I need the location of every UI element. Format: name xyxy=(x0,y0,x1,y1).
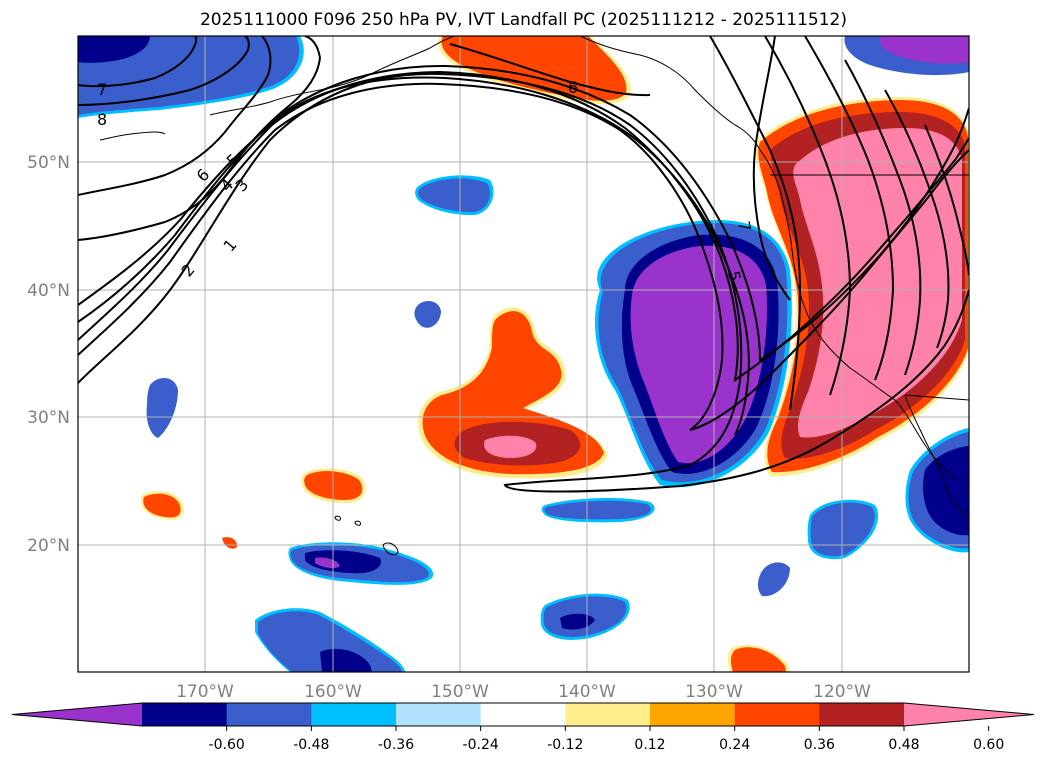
longitude-ticks: 170°W 160°W 150°W 140°W 130°W 120°W xyxy=(176,682,871,702)
colorbar-segment xyxy=(311,703,397,726)
colorbar: -0.60 -0.48 -0.36 -0.24 -0.12 0.12 0.24 0.36 0.4… xyxy=(11,702,1035,753)
colorbar-label: -0.48 xyxy=(293,737,329,753)
lon-tick: 130°W xyxy=(685,682,743,702)
negative-blob xyxy=(414,300,441,328)
colorbar-segment xyxy=(396,703,482,726)
colorbar-label: 0.24 xyxy=(719,737,750,753)
negative-blob xyxy=(146,378,178,438)
pv-contours xyxy=(78,36,969,493)
latitude-ticks: 50°N 40°N 30°N 20°N xyxy=(27,153,70,556)
colorbar-label: 0.36 xyxy=(804,737,835,753)
colorbar-segment xyxy=(734,703,820,726)
positive-anomaly-central-pacific xyxy=(418,307,608,479)
colorbar-outline xyxy=(11,702,1035,727)
colorbar-segment xyxy=(142,703,228,726)
positive-spot xyxy=(222,537,238,549)
colorbar-label: 0.48 xyxy=(888,737,919,753)
lat-tick: 50°N xyxy=(27,153,70,173)
positive-anomaly-western-us xyxy=(755,97,969,477)
colorbar-segment xyxy=(226,703,312,726)
negative-blob xyxy=(757,562,790,597)
lat-tick: 40°N xyxy=(27,281,70,301)
colorbar-label: 0.12 xyxy=(634,737,665,753)
contour-label: 6 xyxy=(568,78,578,97)
negative-anomaly-northeast-pacific xyxy=(595,219,792,488)
colorbar-segment xyxy=(650,703,736,726)
colorbar-segment xyxy=(480,703,566,726)
colorbar-segment xyxy=(565,703,651,726)
contour-label: 5 xyxy=(724,269,744,282)
colorbar-label: -0.60 xyxy=(209,737,245,753)
colorbar-extend-min xyxy=(12,703,142,726)
lon-tick: 120°W xyxy=(813,682,871,702)
lon-tick: 170°W xyxy=(176,682,234,702)
contour-label: 8 xyxy=(97,110,107,129)
colorbar-label: 0.60 xyxy=(973,737,1004,753)
colorbar-label: -0.12 xyxy=(547,737,583,753)
lat-tick: 20°N xyxy=(27,536,70,556)
lat-tick: 30°N xyxy=(27,408,70,428)
contour-label: 7 xyxy=(97,80,107,99)
colorbar-label: -0.36 xyxy=(378,737,414,753)
map-frame xyxy=(77,35,970,673)
colorbar-label: -0.24 xyxy=(463,737,499,753)
graticule xyxy=(78,36,969,672)
map-title: 2025111000 F096 250 hPa PV, IVT Landfall… xyxy=(199,10,847,30)
coastlines xyxy=(99,36,969,556)
lon-tick: 160°W xyxy=(304,682,362,702)
lon-tick: 140°W xyxy=(558,682,616,702)
colorbar-extend-max xyxy=(904,703,1034,726)
lon-tick: 150°W xyxy=(431,682,489,702)
colorbar-segment xyxy=(819,703,905,726)
contour-label: 7 xyxy=(734,219,754,232)
